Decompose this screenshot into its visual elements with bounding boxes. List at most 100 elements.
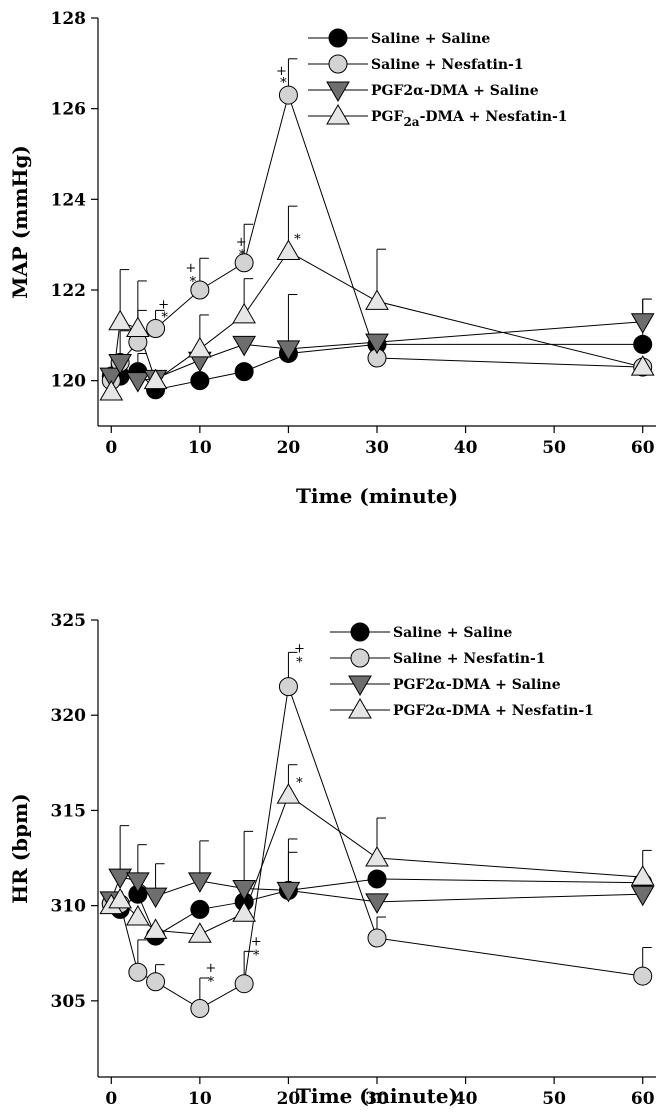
map-x-tick-label: 20	[277, 438, 301, 458]
hr-x-tick-label: 60	[631, 1089, 655, 1109]
hr-x-tick-label: 50	[542, 1089, 566, 1109]
map-x-tick-label: 40	[454, 438, 478, 458]
map-data-point	[234, 362, 254, 382]
map-x-tick-label: 10	[188, 438, 212, 458]
hr-y-tick-label: 325	[51, 611, 87, 631]
hr-significance-mark: *	[296, 776, 303, 791]
legend-label-tail: -DMA + Nesfatin-1	[420, 109, 568, 125]
map-data-point	[187, 336, 212, 358]
hr-data-point	[276, 783, 301, 804]
map-significance-mark: *	[239, 248, 246, 263]
map-significance-mark: +	[158, 298, 169, 313]
map-significance-mark: *	[161, 311, 168, 326]
hr-data-point	[190, 899, 210, 919]
hr-data-point	[633, 966, 653, 986]
map-y-axis-title: MAP (mmHg)	[8, 145, 32, 299]
map-legend-label: Saline + Saline	[371, 31, 490, 47]
hr-significance-mark: +	[294, 641, 305, 656]
hr-x-tick-label: 10	[188, 1089, 212, 1109]
hr-significance-mark: *	[296, 655, 303, 670]
hr-data-point	[234, 974, 254, 994]
map-data-point	[99, 367, 124, 389]
hr-data-point	[630, 885, 655, 907]
hr-data-point	[143, 887, 168, 909]
map-data-point	[190, 280, 210, 300]
hr-data-point	[232, 901, 257, 922]
hr-significance-mark: *	[208, 975, 215, 990]
hr-data-point	[128, 962, 148, 982]
map-chart: 0 10 20 30 40 50 60 120 122 124 126 128 MAP (mmHg) Ti…	[8, 9, 656, 508]
map-data-point	[108, 309, 133, 331]
map-x-tick-label: 50	[542, 438, 566, 458]
map-legend-marker	[328, 28, 348, 48]
map-data-point	[143, 368, 168, 390]
hr-data-point	[187, 872, 212, 893]
map-y-tick-label: 124	[51, 190, 87, 210]
map-legend-label: Saline + Nesfatin-1	[371, 57, 524, 73]
hr-data-point	[367, 928, 387, 948]
map-data-point	[99, 380, 124, 401]
map-significance-mark: *	[294, 232, 301, 247]
map-data-point	[232, 302, 257, 324]
map-significance-mark: *	[280, 76, 287, 91]
hr-significance-mark: *	[253, 948, 260, 963]
hr-x-tick-label: 30	[365, 1089, 389, 1109]
map-y-tick-label: 120	[51, 372, 87, 392]
hr-y-tick-label: 320	[51, 706, 87, 726]
map-data-point	[633, 334, 653, 354]
hr-data-point	[125, 872, 150, 893]
map-data-point	[125, 372, 150, 393]
hr-legend-marker	[350, 648, 370, 668]
map-data-point	[108, 354, 133, 375]
map-data-point	[125, 316, 150, 338]
map-x-tick-label: 30	[365, 438, 389, 458]
hr-data-point	[232, 879, 257, 901]
hr-x-tick-label: 20	[277, 1089, 301, 1109]
map-legend-marker	[326, 104, 350, 125]
hr-y-tick-label: 310	[51, 897, 87, 917]
hr-data-point	[276, 881, 301, 903]
map-significance-mark: +	[276, 64, 287, 79]
map-data-point	[630, 313, 655, 334]
map-legend-label: PGF2a-DMA + Nesfatin-1	[371, 109, 568, 129]
map-significance-mark: +	[236, 235, 247, 250]
hr-data-point	[630, 865, 655, 886]
hr-legend-label: Saline + Nesfatin-1	[393, 651, 546, 667]
map-legend-label: PGF2α-DMA + Saline	[371, 83, 539, 99]
map-data-point	[190, 371, 210, 391]
hr-chart: 0 10 20 30 40 50 60 305 310 315 320 325 HR (bpm) Time…	[8, 611, 656, 1109]
map-y-tick-label: 126	[51, 100, 87, 120]
hr-significance-mark: +	[251, 934, 262, 949]
map-data-point	[234, 253, 254, 273]
map-significance-mark: +	[185, 261, 196, 276]
hr-legend-marker	[350, 622, 370, 642]
map-significance-mark: *	[190, 275, 197, 290]
hr-y-tick-label: 315	[51, 801, 87, 821]
map-data-point	[278, 85, 298, 105]
map-data-point	[365, 289, 389, 310]
map-data-point	[232, 335, 257, 357]
hr-significance-mark: +	[205, 961, 216, 976]
hr-x-axis-title: Time (minute)	[296, 1084, 458, 1108]
map-x-axis-title: Time (minute)	[296, 484, 458, 508]
map-data-point	[630, 355, 655, 376]
hr-y-axis-title: HR (bpm)	[8, 793, 32, 904]
hr-data-point	[108, 887, 133, 909]
map-x-tick-label: 60	[631, 438, 655, 458]
hr-data-point	[190, 998, 210, 1018]
hr-legend-label: PGF2α-DMA + Saline	[393, 677, 561, 693]
hr-data-point	[143, 918, 168, 939]
hr-x-tick-label: 40	[454, 1089, 478, 1109]
legend-label-subscript: 2a	[403, 115, 419, 129]
hr-data-point	[365, 846, 389, 867]
hr-legend-label: PGF2α-DMA + Nesfatin-1	[393, 703, 594, 719]
hr-data-point	[125, 905, 150, 926]
hr-data-point	[367, 869, 387, 889]
legend-label-main: PGF	[371, 109, 403, 125]
hr-data-point	[108, 868, 133, 890]
map-data-point	[365, 333, 389, 355]
map-data-point	[146, 319, 166, 339]
hr-data-point	[278, 677, 298, 697]
hr-legend-marker	[348, 675, 372, 696]
hr-data-point	[365, 893, 389, 914]
